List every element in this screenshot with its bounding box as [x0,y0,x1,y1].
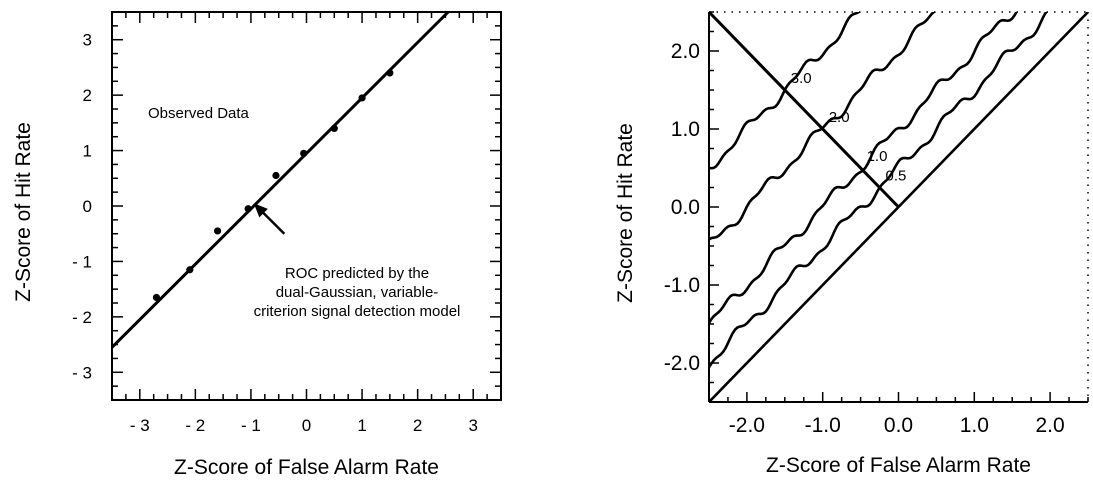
data-point [358,94,366,102]
curve-label: 1.0 [867,148,888,165]
data-point [300,149,308,157]
x-tick-label: 1 [357,416,366,435]
y-tick-label: - 1 [72,252,92,271]
roc-annotation-line: dual-Gaussian, variable- [276,284,439,301]
left-chart: - 3 - 2 - 1 0 1 2 3 3 2 1 0 - 1 - 2 - 3 Z-Score of Fal… [12,11,502,479]
iso-curve [709,12,862,170]
iso-curve [709,12,1048,368]
data-point [244,205,252,213]
y-tick-label: 3 [83,31,92,50]
y-tick-label: 2 [83,86,92,105]
y-tick-label: 1 [83,142,92,161]
y-tick-label: - 2 [72,308,92,327]
data-point [213,227,222,235]
curve-label: 0.5 [886,168,907,185]
annotation-arrow-head [253,203,268,218]
curve-label: 3.0 [791,70,812,87]
y-tick-label: 0.0 [671,196,700,219]
data-point [330,124,338,132]
data-point [186,266,194,274]
y-tick-label: -2.0 [664,352,700,375]
x-tick-label: 0.0 [884,414,913,437]
iso-curve [709,12,1018,324]
x-tick-label: 1.0 [960,414,989,437]
x-axis-label: Z-Score of False Alarm Rate [174,456,439,479]
data-point [386,69,394,77]
curve-label: 2.0 [829,109,850,126]
y-axis-label: Z-Score of Hit Rate [12,122,35,302]
y-tick-label: - 3 [72,363,92,382]
x-tick-label: 0 [302,416,311,435]
plot-area [112,12,450,349]
iso-curve [709,12,943,241]
annotation-arrow [258,208,286,235]
x-tick-label: 2 [413,416,422,435]
x-tick-label: - 1 [241,416,261,435]
x-tick-label: - 2 [185,416,205,435]
plot-frame [111,11,502,401]
roc-annotation-line: criterion signal detection model [254,303,461,320]
x-axis-label: Z-Score of False Alarm Rate [766,454,1031,477]
y-axis-label: Z-Score of Hit Rate [614,123,637,303]
roc-fit-line [112,12,450,349]
y-tick-label: -1.0 [664,274,700,297]
y-tick-label: 1.0 [671,118,700,141]
x-tick-label: - 3 [130,416,150,435]
x-tick-label: 3 [468,416,477,435]
y-tick-label: 0 [83,197,92,216]
right-chart: -2.0 -1.0 0.0 1.0 2.02.01.00.0-1.0-2.0Z-Scor… [614,11,1089,477]
negative-diagonal [709,12,900,209]
x-tick-label: 2.0 [1035,414,1064,437]
x-tick-label: -2.0 [729,414,765,437]
plot-area [709,12,1088,402]
roc-annotation-line: ROC predicted by the [285,265,429,282]
data-point [152,293,161,302]
observed-data-label: Observed Data [148,105,250,122]
data-point [272,171,280,180]
x-tick-label: -1.0 [805,414,841,437]
y-tick-label: 2.0 [671,40,700,63]
